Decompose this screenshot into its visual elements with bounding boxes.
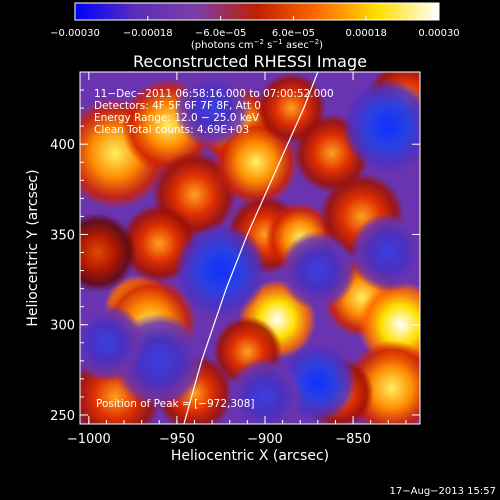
solar-limb-curve (183, 72, 319, 424)
x-tick-label: −850 (335, 432, 371, 447)
heatmap-negative-blob (341, 78, 420, 174)
colorbar (74, 2, 440, 21)
colorbar-tick-label: 0.00018 (346, 28, 387, 39)
colorbar-tick-label: −6.0e−05 (195, 28, 247, 39)
chart-title: Reconstructed RHESSI Image (133, 52, 367, 71)
peak-position-label: Position of Peak = [−972,308] (96, 398, 255, 410)
x-axis: −1000 −950 −900 −850 (67, 72, 407, 447)
colorbar-tick-label: −0.00030 (50, 28, 100, 39)
heatmap-negative-blob (226, 357, 304, 424)
colorbar-ticks: −0.00030 −0.00018 −6.0e−05 6.0e−05 0.00018 0.… (50, 16, 460, 39)
x-tick-label: −900 (247, 432, 283, 447)
timestamp: 17−Aug−2013 15:57 (390, 486, 496, 497)
y-tick-label: 400 (50, 138, 75, 153)
colorbar-tick-label: 0.00030 (418, 28, 459, 39)
annotation-time: 11−Dec−2011 06:58:16.000 to 07:00:52.000 (94, 88, 334, 100)
heatmap-negative-blob (173, 72, 251, 148)
heatmap-negative-blob (174, 222, 268, 319)
y-axis-label: Heliocentric Y (arcsec) (25, 169, 41, 326)
annotation-clean: Clean Total counts: 4.69E+03 (94, 124, 249, 136)
heatmap-negative-blob (279, 230, 357, 311)
heatmap-positive-blob (80, 212, 137, 293)
x-tick-label: −950 (159, 432, 195, 447)
heatmap-blobs (80, 72, 420, 424)
colorbar-tick-label: 6.0e−05 (272, 28, 315, 39)
y-axis: 250 300 350 400 (50, 71, 420, 424)
heatmap-negative-blob (349, 212, 420, 293)
colorbar-unit-label: (photons cm−2 s−1 asec−2) (191, 38, 323, 51)
x-axis-label: Heliocentric X (arcsec) (171, 448, 329, 464)
x-tick-label: −1000 (67, 432, 111, 447)
colorbar-tick-label: −0.00018 (123, 28, 173, 39)
y-tick-label: 300 (50, 319, 75, 334)
annotation-energy: Energy Range: 12.0 − 25.0 keV (94, 112, 260, 124)
annotation-detectors: Detectors: 4F 5F 6F 7F 8F, Att 0 (94, 100, 261, 112)
y-tick-label: 250 (50, 409, 75, 424)
plot-frame (79, 71, 421, 425)
y-tick-label: 350 (50, 228, 75, 243)
heatmap-negative-blob (80, 303, 146, 383)
